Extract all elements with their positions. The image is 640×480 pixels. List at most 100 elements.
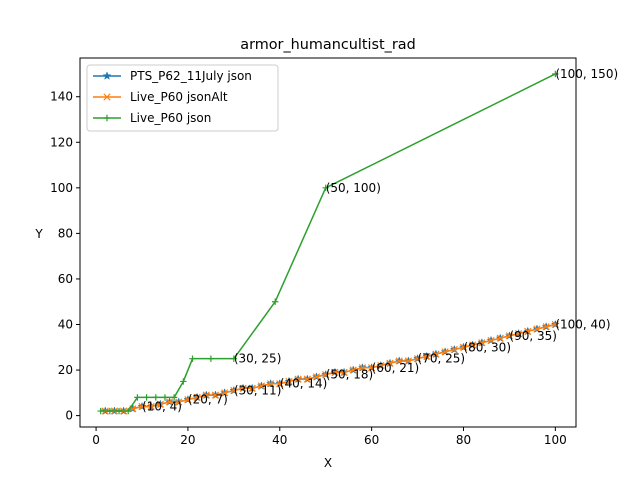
data-point xyxy=(487,336,495,345)
data-point xyxy=(125,407,132,415)
data-point xyxy=(193,393,201,402)
data-label: (90, 35) xyxy=(509,329,557,343)
data-point xyxy=(478,339,486,347)
data-label: (30, 25) xyxy=(234,352,282,366)
x-tick-label: 0 xyxy=(92,433,100,447)
x-tick-label: 20 xyxy=(180,433,195,447)
y-tick-label: 0 xyxy=(65,409,73,423)
data-point xyxy=(175,398,183,406)
x-tick-label: 40 xyxy=(272,433,287,447)
legend-box xyxy=(86,64,279,132)
y-tick-label: 20 xyxy=(58,363,73,377)
data-point xyxy=(459,343,468,351)
series-3 xyxy=(97,70,559,415)
series-line xyxy=(100,73,556,412)
data-point xyxy=(423,352,431,361)
data-point xyxy=(514,329,523,338)
data-point xyxy=(294,375,302,383)
data-point xyxy=(349,366,357,374)
data-label: (100, 150) xyxy=(555,67,618,81)
data-point xyxy=(469,341,477,349)
data-point xyxy=(552,70,559,78)
data-point xyxy=(358,364,367,372)
y-tick-label: 120 xyxy=(50,135,73,149)
annotations: (10, 4) (20, 7) (30, 11)(40, 14)(50, 18)(6… xyxy=(142,67,618,414)
data-point xyxy=(230,386,238,395)
data-label: (100, 40) xyxy=(555,318,610,332)
data-point xyxy=(312,373,321,381)
data-point xyxy=(156,400,164,408)
data-point xyxy=(106,407,114,415)
data-point xyxy=(303,375,311,383)
data-point xyxy=(165,398,174,406)
legend: PTS_P62_11July json Live_P60 jsonAlt Live_… xyxy=(86,64,279,132)
legend-label: PTS_P62_11July json xyxy=(130,69,252,83)
data-point xyxy=(542,323,550,331)
data-point xyxy=(161,394,169,401)
data-point xyxy=(207,355,215,362)
data-point xyxy=(271,298,279,305)
data-point xyxy=(211,391,220,399)
data-label: (50, 18) xyxy=(326,368,374,382)
data-point xyxy=(331,368,339,376)
legend-marker xyxy=(102,71,112,80)
data-point xyxy=(285,377,293,386)
data-point xyxy=(134,394,141,401)
data-point xyxy=(189,355,196,362)
data-point xyxy=(377,361,385,370)
data-point xyxy=(413,355,422,363)
data-point xyxy=(551,320,559,329)
data-point xyxy=(533,325,541,333)
data-label: (10, 4) xyxy=(142,400,182,414)
data-point xyxy=(322,370,330,379)
data-point xyxy=(221,389,229,397)
data-label: (30, 11) xyxy=(234,384,282,398)
series-2 xyxy=(101,320,559,415)
series-line xyxy=(105,323,556,412)
data-point xyxy=(184,396,192,404)
plot-area: (10, 4) (20, 7) (30, 11)(40, 14)(50, 18)(6… xyxy=(97,67,618,415)
legend-marker xyxy=(103,93,111,101)
legend-label: Live_P60 json xyxy=(130,111,211,125)
data-point xyxy=(404,357,412,365)
x-tick-label: 100 xyxy=(544,433,567,447)
data-label: (80, 30) xyxy=(463,340,511,354)
data-point xyxy=(450,345,458,354)
axes-frame xyxy=(79,57,577,428)
data-label: (60, 21) xyxy=(372,361,420,375)
data-point xyxy=(386,359,394,367)
y-tick-label: 40 xyxy=(58,318,73,332)
data-point xyxy=(248,384,256,392)
data-point xyxy=(115,407,123,415)
y-tick-label: 60 xyxy=(58,272,73,286)
data-point xyxy=(266,380,275,388)
data-point xyxy=(505,332,514,340)
data-point xyxy=(170,394,178,401)
data-point xyxy=(230,355,238,362)
y-tick-label: 80 xyxy=(58,226,73,240)
y-tick-label: 100 xyxy=(50,181,73,195)
data-point xyxy=(276,380,284,388)
y-axis-label: Y xyxy=(34,227,43,241)
data-point xyxy=(152,394,159,401)
y-tick-label: 140 xyxy=(50,90,73,104)
data-point xyxy=(432,350,440,358)
legend-marker xyxy=(103,114,111,122)
data-point xyxy=(202,391,210,399)
chart-title: armor_humancultist_rad xyxy=(240,37,416,53)
data-point xyxy=(143,394,150,401)
data-point xyxy=(180,378,187,385)
x-axis-label: X xyxy=(324,456,332,470)
data-point xyxy=(138,402,146,411)
data-point xyxy=(147,402,155,411)
data-point xyxy=(496,334,504,342)
data-point xyxy=(368,364,376,372)
legend-label: Live_P60 jsonAlt xyxy=(130,90,228,104)
data-label: (70, 25) xyxy=(418,352,466,366)
data-point xyxy=(257,382,266,390)
data-label: (40, 14) xyxy=(280,377,328,391)
data-point xyxy=(441,348,449,356)
data-label: (20, 7) xyxy=(188,393,228,407)
y-axis: 0 20 40 60 80 100 120 140 xyxy=(50,90,80,423)
